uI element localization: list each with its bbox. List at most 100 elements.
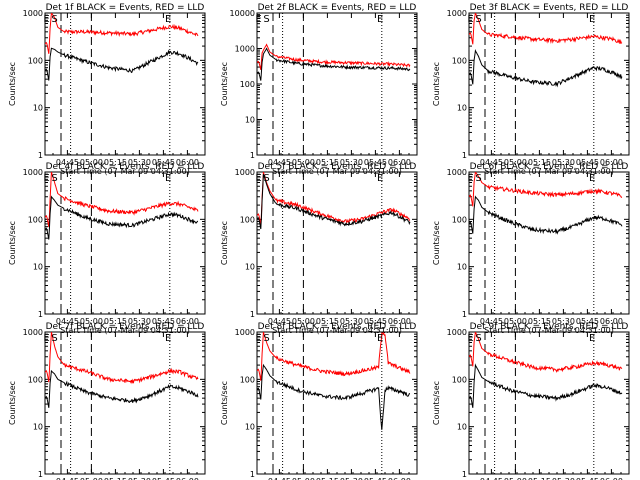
y-tick-label: 10 bbox=[245, 263, 255, 272]
x-tick-label: 05:45 bbox=[364, 317, 387, 326]
y-tick-label: 1000 bbox=[235, 45, 255, 54]
x-axis-label: Start Time (07-Mar-09 04:31:00) bbox=[60, 326, 190, 335]
x-tick-label: 04:45 bbox=[268, 477, 291, 480]
y-tick-label: 1 bbox=[462, 310, 467, 319]
events-series-line bbox=[45, 369, 199, 408]
x-tick-label: 06:00 bbox=[388, 317, 411, 326]
x-tick-label: 05:45 bbox=[576, 317, 599, 326]
x-tick-label: 05:45 bbox=[364, 158, 387, 167]
panel-title: Det 1f BLACK = Events, RED = LLD bbox=[46, 3, 205, 13]
y-tick-label: 10 bbox=[245, 423, 255, 432]
axes-frame bbox=[468, 12, 630, 156]
event-marker: S bbox=[475, 14, 481, 25]
x-tick-label: 05:45 bbox=[152, 477, 175, 480]
y-axis-label: Counts/sec bbox=[220, 221, 229, 265]
y-axis-label: Counts/sec bbox=[8, 221, 17, 265]
x-tick-label: 05:30 bbox=[552, 158, 575, 167]
x-axis-label: Start Time (07-Mar-09 04:31:00) bbox=[484, 326, 614, 335]
x-tick-label: 05:00 bbox=[504, 317, 527, 326]
x-tick-label: 04:45 bbox=[268, 317, 291, 326]
panel-title: Det 7f BLACK = Events, RED = LLD bbox=[46, 322, 205, 332]
x-tick-label: 05:00 bbox=[80, 477, 103, 480]
y-tick-label: 1000 bbox=[23, 328, 43, 337]
events-series-line bbox=[469, 363, 623, 408]
x-tick-label: 05:00 bbox=[80, 317, 103, 326]
y-tick-label: 100 bbox=[240, 80, 255, 89]
event-marker: E bbox=[165, 333, 171, 344]
x-tick-label: 05:30 bbox=[128, 158, 151, 167]
event-marker: E bbox=[255, 14, 261, 25]
panel-5: Det 5f BLACK = Events, RED = LLD 1 10 100 10… bbox=[220, 162, 418, 335]
y-tick-label: 1 bbox=[38, 470, 43, 479]
x-tick-label: 06:00 bbox=[388, 158, 411, 167]
panel-3: Det 3f BLACK = Events, RED = LLD 1 10 100 10… bbox=[432, 3, 630, 176]
event-marker: E bbox=[467, 14, 473, 25]
y-tick-label: 100 bbox=[452, 375, 467, 384]
y-tick-label: 1 bbox=[250, 310, 255, 319]
x-tick-label: 05:15 bbox=[528, 158, 551, 167]
x-tick-label: 04:45 bbox=[268, 158, 291, 167]
y-tick-label: 1000 bbox=[23, 9, 43, 18]
x-tick-label: 05:15 bbox=[316, 477, 339, 480]
event-marker: E bbox=[377, 173, 383, 184]
event-marker: E bbox=[255, 173, 261, 184]
x-tick-label: 04:45 bbox=[480, 477, 503, 480]
axes-frame bbox=[468, 331, 630, 475]
y-tick-label: 1000 bbox=[23, 168, 43, 177]
x-tick-label: 05:30 bbox=[340, 477, 363, 480]
y-axis-label: Counts/sec bbox=[432, 381, 441, 425]
event-marker: S bbox=[475, 333, 481, 344]
y-tick-label: 10 bbox=[457, 263, 467, 272]
y-tick-label: 10 bbox=[33, 423, 43, 432]
event-marker: E bbox=[43, 333, 49, 344]
y-axis-label: Counts/sec bbox=[432, 62, 441, 106]
y-tick-label: 10000 bbox=[230, 9, 255, 18]
x-tick-label: 06:00 bbox=[176, 477, 199, 480]
lld-series-line bbox=[469, 332, 623, 373]
events-series-line bbox=[469, 195, 623, 235]
event-marker: E bbox=[467, 333, 473, 344]
x-tick-label: 06:00 bbox=[600, 317, 623, 326]
panel-9: Det 9f BLACK = Events, RED = LLD 1 10 100 10… bbox=[432, 322, 630, 480]
axes-frame bbox=[256, 331, 418, 475]
y-tick-label: 1 bbox=[462, 470, 467, 479]
panel-6: Det 6f BLACK = Events, RED = LLD 1 10 100 10… bbox=[432, 162, 630, 335]
event-marker: S bbox=[51, 173, 57, 184]
x-tick-label: 05:00 bbox=[292, 477, 315, 480]
x-tick-label: 05:00 bbox=[292, 317, 315, 326]
lld-series-line bbox=[257, 172, 411, 226]
event-marker: E bbox=[43, 173, 49, 184]
event-marker: S bbox=[475, 173, 481, 184]
x-tick-label: 04:45 bbox=[480, 158, 503, 167]
y-tick-label: 10 bbox=[457, 104, 467, 113]
y-tick-label: 100 bbox=[240, 375, 255, 384]
x-tick-label: 05:30 bbox=[128, 317, 151, 326]
y-axis-label: Counts/sec bbox=[8, 62, 17, 106]
axes-frame bbox=[256, 171, 418, 315]
x-tick-label: 04:45 bbox=[56, 317, 79, 326]
y-axis-label: Counts/sec bbox=[8, 381, 17, 425]
events-series-line bbox=[257, 174, 411, 230]
y-tick-label: 10 bbox=[457, 423, 467, 432]
lld-series-line bbox=[257, 43, 411, 71]
y-tick-label: 100 bbox=[28, 215, 43, 224]
x-tick-label: 05:15 bbox=[104, 477, 127, 480]
x-tick-label: 05:15 bbox=[104, 158, 127, 167]
x-tick-label: 05:00 bbox=[292, 158, 315, 167]
axes-frame bbox=[44, 331, 206, 475]
event-marker: E bbox=[165, 173, 171, 184]
events-series-line bbox=[257, 47, 411, 81]
x-tick-label: 06:00 bbox=[176, 158, 199, 167]
x-tick-label: 06:00 bbox=[600, 477, 623, 480]
event-marker: S bbox=[263, 173, 269, 184]
panel-title: Det 9f BLACK = Events, RED = LLD bbox=[470, 322, 629, 332]
x-tick-label: 06:00 bbox=[176, 317, 199, 326]
x-tick-label: 05:30 bbox=[552, 477, 575, 480]
panel-1: Det 1f BLACK = Events, RED = LLD 1 10 100 10… bbox=[8, 3, 206, 176]
x-tick-label: 04:45 bbox=[56, 477, 79, 480]
y-axis-label: Counts/sec bbox=[220, 381, 229, 425]
events-series-line bbox=[45, 47, 199, 81]
panel-title: Det 5f BLACK = Events, RED = LLD bbox=[258, 162, 417, 172]
